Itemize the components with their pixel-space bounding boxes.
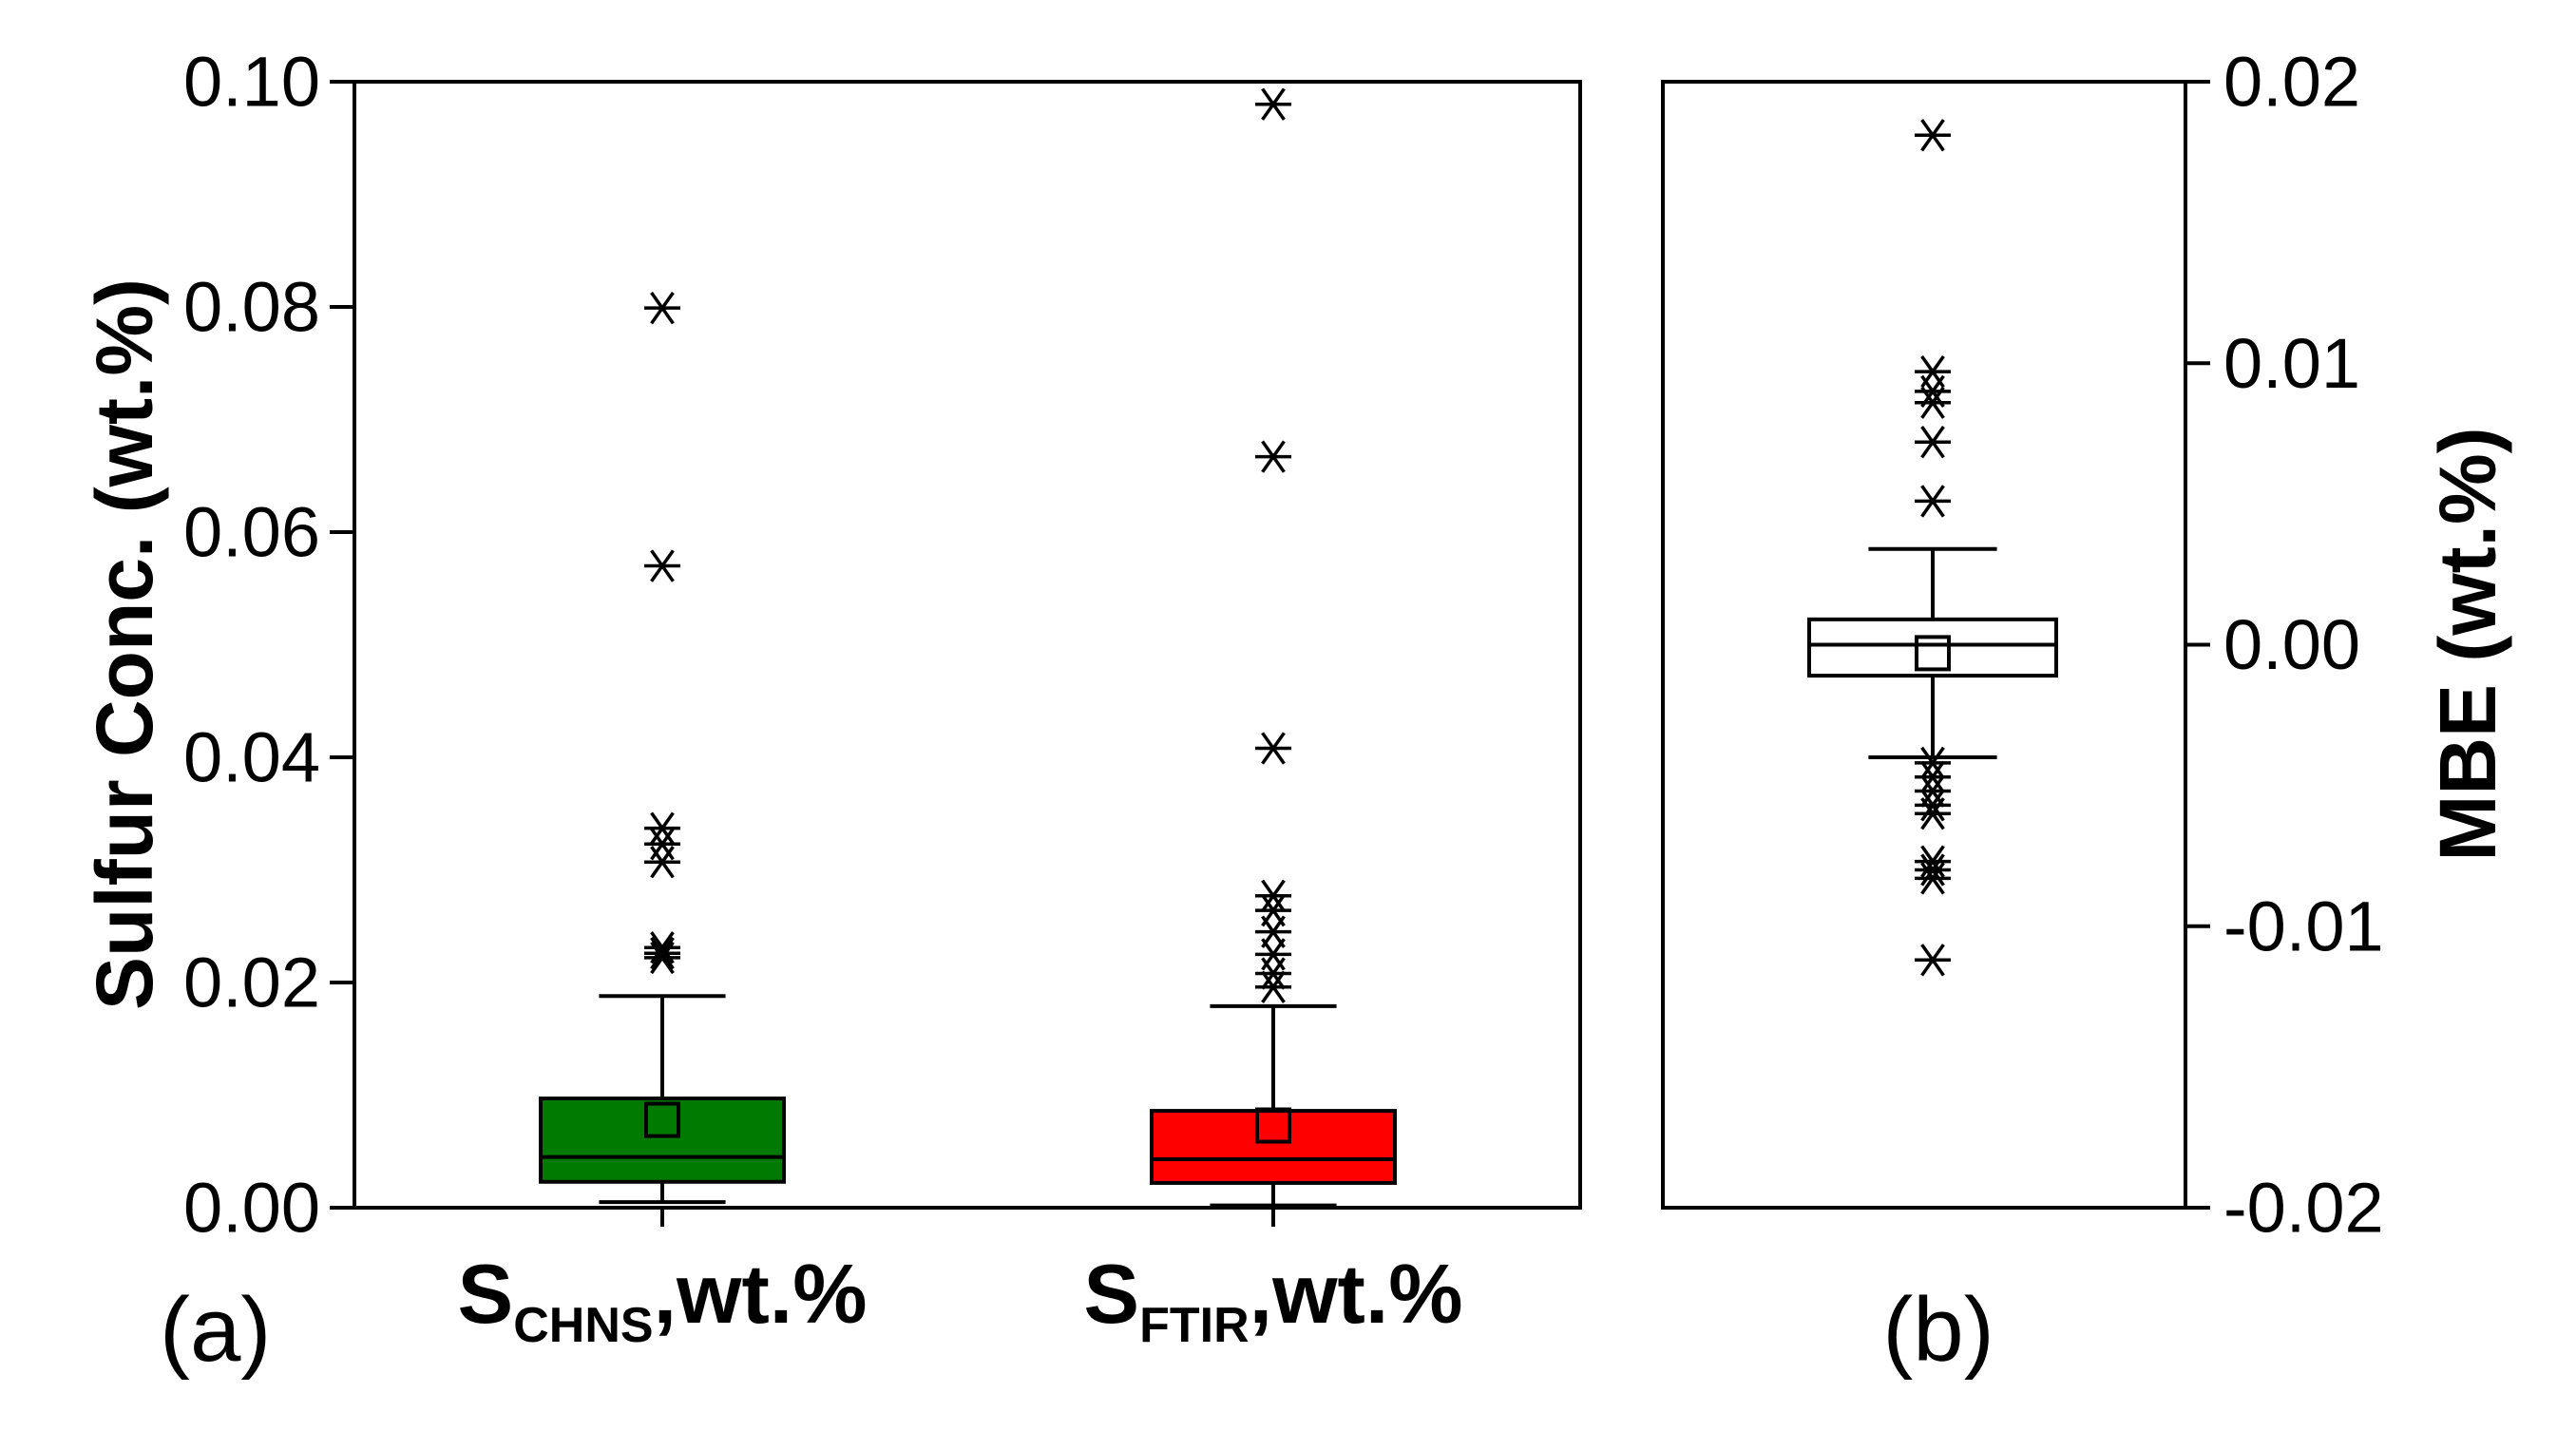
y-tick-label: 0.08: [183, 268, 320, 347]
panel-a-plot-area: [539, 87, 1397, 1227]
outlier-point: [1915, 944, 1951, 977]
outlier-point: [1255, 879, 1291, 912]
outlier-point: [1915, 485, 1951, 518]
outlier-point: [644, 937, 680, 970]
outlier-point: [1915, 797, 1951, 830]
outlier-point: [1915, 862, 1951, 895]
outlier-point: [1915, 386, 1951, 419]
category-label: SCHNS,wt.%: [458, 1247, 868, 1353]
y-tick-label: 0.02: [2223, 43, 2360, 122]
box-MBE: [1807, 119, 2058, 977]
outlier-point: [1255, 970, 1291, 1003]
y-tick-label: 0.10: [183, 43, 320, 122]
outlier-point: [1255, 938, 1291, 971]
y-tick-label: 0.00: [2223, 605, 2360, 684]
outlier-point: [1915, 119, 1951, 152]
iqr-box: [1150, 1109, 1397, 1185]
panel-b-y-axis-label: MBE (wt.%): [2423, 427, 2512, 861]
category-label: SFTIR,wt.%: [1083, 1247, 1462, 1353]
outlier-point: [1915, 774, 1951, 808]
y-tick-label: 0.02: [183, 944, 320, 1022]
outlier-point: [644, 292, 680, 325]
box-S_CHNS,wt.%: [539, 292, 786, 1205]
y-tick-label: 0.00: [183, 1169, 320, 1248]
mean-marker: [644, 1101, 680, 1138]
outlier-point: [644, 549, 680, 582]
outlier-point: [644, 828, 680, 861]
y-tick-label: -0.01: [2223, 887, 2384, 965]
mean-marker: [1255, 1107, 1291, 1144]
outlier-point: [1915, 760, 1951, 793]
outlier-point: [644, 931, 680, 964]
outlier-point: [1915, 354, 1951, 389]
panel-b-label: (b): [1882, 1279, 1994, 1381]
outlier-point: [1915, 853, 1951, 887]
outlier-point: [1255, 440, 1291, 473]
y-tick-label: 0.04: [183, 718, 320, 797]
iqr-box: [1807, 617, 2058, 678]
panel-a-y-axis: 0.00 0.02 0.04 0.06 0.08 0.10: [183, 43, 354, 1248]
outlier-point: [1915, 845, 1951, 878]
panel-a-y-axis-label: Sulfur Conc. (wt.%): [80, 278, 169, 1010]
outlier-point: [1915, 789, 1951, 822]
outlier-point: [644, 846, 680, 879]
outlier-point: [1915, 746, 1951, 780]
y-tick-label: -0.02: [2223, 1169, 2384, 1248]
panel-a-frame: [353, 80, 1582, 1210]
panel-b-plot-area: [1807, 119, 2058, 977]
outlier-point: [1255, 915, 1291, 948]
mean-marker: [1915, 635, 1951, 672]
outlier-point: [1255, 732, 1291, 765]
y-tick-label: 0.06: [183, 493, 320, 572]
outlier-point: [644, 811, 680, 845]
outlier-point: [1915, 426, 1951, 459]
outlier-point: [1255, 894, 1291, 927]
panel-a-category-labels: SCHNS,wt.% SFTIR,wt.%: [458, 1247, 1463, 1353]
panel-b-y-axis: -0.02 -0.01 0.00 0.01 0.02: [2185, 43, 2384, 1248]
box-S_FTIR,wt.%: [1150, 87, 1397, 1208]
y-tick-label: 0.01: [2223, 324, 2360, 403]
iqr-box: [539, 1097, 786, 1184]
outlier-point: [1255, 87, 1291, 121]
panel-a-label: (a): [160, 1279, 271, 1381]
